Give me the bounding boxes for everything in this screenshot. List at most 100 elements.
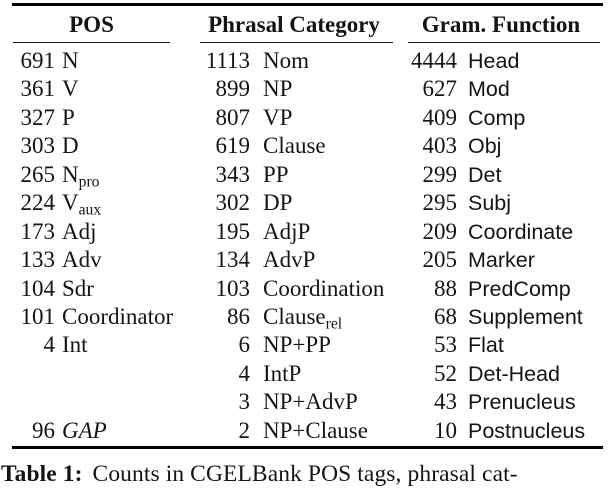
count-value: 43 [434,389,457,415]
count-value: 299 [422,161,458,187]
count-value: 409 [422,104,458,130]
count-value: 2 [238,417,251,443]
category-label: Clauserel [263,303,343,333]
phrasal-category-column: 1113 Nom 899 NP 807 VP 619 Clause 343 PP 302 D… [195,47,385,445]
table-row: 209 Coordinate [400,218,585,246]
table-row: 104 Sdr [13,275,173,303]
tag-label: D [62,133,79,159]
count-value: 88 [434,275,457,301]
table-row: 53 Flat [400,331,585,359]
tag-subscript: pro [78,173,100,191]
count-value: 86 [227,303,250,329]
table-row: 3 NP+AdvP [195,388,384,416]
function-label: Det [468,162,502,187]
table-row: 627 Mod [400,75,585,103]
count-value: 295 [422,190,458,216]
count-value: 224 [20,190,56,216]
column-header-pos: POS [69,12,114,37]
table-row: 295 Subj [400,189,585,217]
category-label: NP+Clause [263,417,368,443]
function-label: Flat [468,333,504,358]
count-value: 133 [20,247,56,273]
count-value: 899 [215,76,251,102]
count-value: 173 [20,218,56,244]
count-value: 101 [20,303,56,329]
function-label: Head [468,49,520,73]
table-row: 302 DP [195,189,384,217]
table-row: 303 D [13,132,173,160]
table-row: 2 NP+Clause [195,417,384,445]
count-value: 52 [434,360,457,386]
tag-label: P [62,104,75,130]
tag-label: N [62,48,79,73]
count-value: 343 [215,161,251,187]
table-row: 103 Coordination [195,275,385,303]
count-value: 134 [215,247,251,273]
table-row: 6 NP+PP [195,331,384,359]
table-caption: Table 1: Counts in CGELBank POS tags, phr… [1,461,609,488]
table-row: 299 Det [400,161,585,189]
table-row: 807 VP [195,104,384,132]
function-label: Comp [468,105,526,130]
table-row: 68 Supplement [400,303,585,331]
table-row: 4 Int [13,331,173,359]
category-label: NP+PP [263,332,331,358]
table-row: 4 IntP [195,360,384,388]
function-label: Prenucleus [468,390,576,415]
count-value: 4444 [411,48,457,73]
table-row: 101 Coordinator [13,303,174,331]
table-top-rule [12,3,603,6]
table-row [13,388,173,416]
table-row: 619 Clause [195,132,384,160]
function-label: Coordinate [468,219,574,244]
table-row: 96 GAP [13,417,173,445]
phrasal-header-rule [200,41,393,44]
function-label: Subj [468,191,512,216]
table-row: 1113 Nom [195,47,384,75]
count-value: 103 [215,275,251,301]
count-value: 195 [215,218,251,244]
tag-label: Coordinator [62,303,174,329]
table-row: 88 PredComp [400,275,585,303]
table-row: 43 Prenucleus [400,388,585,416]
table-row: 10 Postnucleus [400,417,585,445]
tag-label: Npro [62,161,100,191]
category-label: Clause [263,133,326,159]
count-value: 3 [238,389,251,415]
table-row: 343 PP [195,161,384,189]
count-value: 807 [215,104,251,130]
count-value: 53 [434,332,457,358]
gap-tag-label: GAP [62,417,107,443]
pos-header-rule [13,41,170,44]
category-subscript: rel [325,315,343,333]
category-label: Coordination [263,275,385,301]
count-value: 619 [215,133,251,159]
category-label: Nom [263,48,309,73]
function-label: PredComp [468,276,571,301]
table-row: 173 Adj [13,218,173,246]
tag-label: V [62,76,79,102]
category-label: DP [263,190,293,216]
count-value: 68 [434,303,457,329]
count-value: 1113 [205,48,250,73]
count-value: 303 [20,133,56,159]
tag-subscript: aux [78,201,102,219]
function-label: Marker [468,248,535,273]
table-row: 205 Marker [400,246,585,274]
table-row: 4444 Head [400,47,585,75]
table-row: 403 Obj [400,132,585,160]
function-label: Mod [468,77,510,102]
count-value: 627 [422,76,458,102]
function-header-rule [408,41,600,44]
tag-label: Int [62,332,88,358]
category-label: NP+AdvP [263,389,358,415]
table-row [13,360,173,388]
count-value: 302 [215,190,251,216]
count-value: 10 [434,417,457,443]
category-label: IntP [263,360,302,386]
tag-label: Vaux [62,190,102,219]
table-row: 327 P [13,104,173,132]
table-bottom-rule [12,446,603,449]
table-row: 409 Comp [400,104,585,132]
table-row: 265 Npro [13,161,173,191]
